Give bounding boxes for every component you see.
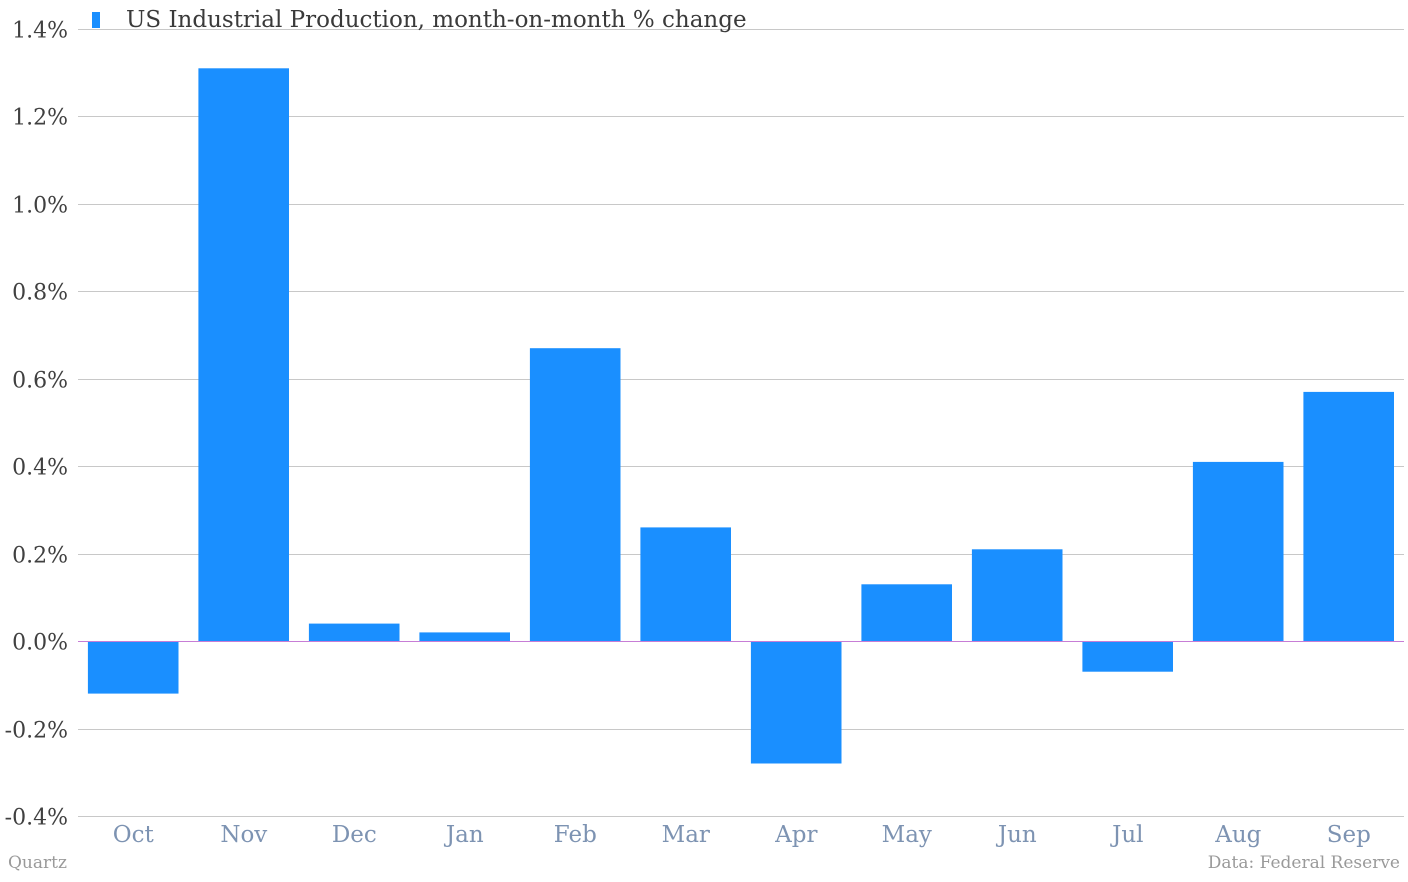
bar-apr [750, 641, 842, 764]
x-tick-label: Apr [774, 822, 817, 848]
bar-may [861, 584, 952, 642]
footer-credit: Quartz [8, 853, 67, 873]
x-tick-label: Aug [1214, 822, 1261, 848]
bar-feb [529, 348, 621, 642]
bar-dec [308, 623, 400, 642]
footer-source: Data: Federal Reserve [1207, 853, 1400, 873]
legend-swatch [92, 12, 100, 28]
y-tick-label: 1.4% [12, 19, 68, 44]
y-axis-ticks: 1.4% 1.2% 1.0% 0.8% 0.6% 0.4% 0.2% 0.0% -0.2% -0.… [5, 19, 68, 831]
y-tick-label: -0.4% [5, 806, 68, 831]
y-tick-label: -0.2% [5, 719, 68, 744]
x-tick-label: Nov [220, 822, 267, 848]
bar-sep [1303, 391, 1394, 642]
x-tick-label: Jul [1110, 822, 1143, 848]
y-tick-label: 0.8% [12, 281, 68, 306]
x-tick-label: Mar [662, 822, 710, 848]
x-tick-label: Dec [332, 822, 377, 848]
x-tick-label: Jun [996, 822, 1037, 848]
y-tick-label: 1.2% [12, 106, 68, 131]
x-tick-label: Oct [113, 822, 155, 848]
x-tick-label: Feb [554, 822, 597, 848]
bars [87, 68, 1394, 764]
y-tick-label: 0.0% [12, 631, 68, 656]
x-tick-label: May [882, 822, 932, 848]
x-tick-label: Sep [1327, 822, 1371, 848]
x-axis-ticks: Oct Nov Dec Jan Feb Mar Apr May Jun Jul Aug Sep [113, 822, 1371, 848]
y-tick-label: 0.4% [12, 456, 68, 481]
y-tick-label: 1.0% [12, 194, 68, 219]
x-tick-label: Jan [444, 822, 484, 848]
bar-mar [640, 527, 731, 642]
bar-jan [419, 632, 510, 642]
bar-jul [1082, 641, 1173, 672]
bar-jun [971, 549, 1063, 642]
bar-aug [1192, 461, 1284, 642]
y-tick-label: 0.2% [12, 544, 68, 569]
bar-oct [87, 641, 179, 694]
y-tick-label: 0.6% [12, 369, 68, 394]
bar-nov [198, 68, 289, 642]
legend: US Industrial Production, month-on-month… [92, 4, 747, 36]
gridlines [78, 29, 1404, 817]
legend-label: US Industrial Production, month-on-month… [126, 7, 747, 33]
